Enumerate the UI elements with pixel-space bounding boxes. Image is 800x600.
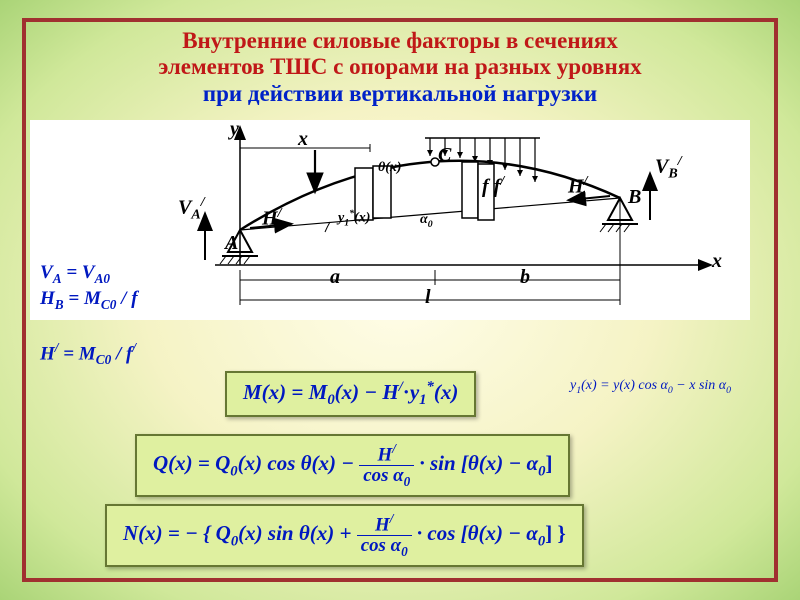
dim-b: b xyxy=(520,266,530,289)
point-c: C xyxy=(438,144,451,167)
title-line3: при действии вертикальной нагрузки xyxy=(203,81,597,106)
axis-x: x xyxy=(712,250,722,273)
diagram-svg xyxy=(30,120,750,320)
eq-moment: M(x) = M0(x) − H/·y1*(x) xyxy=(225,371,476,417)
title-block: Внутренние силовые факторы в сечениях эл… xyxy=(26,22,774,109)
axis-y: y xyxy=(230,118,239,141)
point-a: A xyxy=(225,232,238,255)
arch-diagram: y x x A B C VA/ VB/ H/ H/ θ(x) α0 f f/ y… xyxy=(30,120,750,320)
h-right: H/ xyxy=(568,174,587,199)
h-left: H/ xyxy=(262,206,281,231)
title-line1: Внутренние силовые факторы в сечениях xyxy=(182,28,618,53)
dim-l: l xyxy=(425,286,431,309)
y1-label: y1*(x) xyxy=(338,208,370,228)
theta-label: θ(x) xyxy=(378,160,402,176)
eq-shear: Q(x) = Q0(x) cos θ(x) − H/cos α0 · sin [… xyxy=(135,434,570,497)
eq-va: VA = VA0 xyxy=(40,262,110,287)
va-label: VA/ xyxy=(178,195,205,224)
vb-label: VB/ xyxy=(655,154,682,183)
eq-hb: HB = MC0 / f xyxy=(40,288,138,313)
title-line2: элементов ТШС с опорами на разных уровня… xyxy=(158,54,641,79)
alpha-label: α0 xyxy=(420,212,433,230)
point-b: B xyxy=(628,186,641,209)
dim-a: a xyxy=(330,266,340,289)
eq-h-slash: H/ = MC0 / f/ xyxy=(40,340,136,368)
eq-y1-aux: y1(x) = y(x) cos α0 − x sin α0 xyxy=(570,378,731,396)
f-label: f f/ xyxy=(482,174,504,199)
dim-x: x xyxy=(298,128,308,151)
eq-axial: N(x) = − { Q0(x) sin θ(x) + H/cos α0 · c… xyxy=(105,504,584,567)
